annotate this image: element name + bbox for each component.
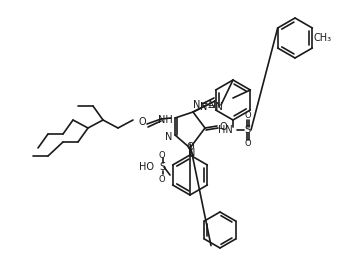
Text: N=N: N=N [200, 102, 223, 112]
Text: O: O [186, 142, 194, 152]
Text: N: N [165, 132, 173, 142]
Text: N=N: N=N [193, 100, 215, 110]
Text: N: N [188, 148, 196, 158]
Text: O: O [138, 117, 146, 127]
Text: O: O [219, 122, 227, 132]
Text: O: O [245, 140, 251, 148]
Text: HO: HO [140, 162, 154, 172]
Text: O: O [245, 112, 251, 121]
Text: CH₃: CH₃ [314, 33, 332, 43]
Text: NH: NH [158, 115, 172, 125]
Text: O: O [159, 151, 165, 159]
Text: S: S [244, 125, 250, 135]
Text: O: O [159, 175, 165, 184]
Text: S: S [159, 162, 165, 172]
Text: HN: HN [218, 125, 233, 135]
